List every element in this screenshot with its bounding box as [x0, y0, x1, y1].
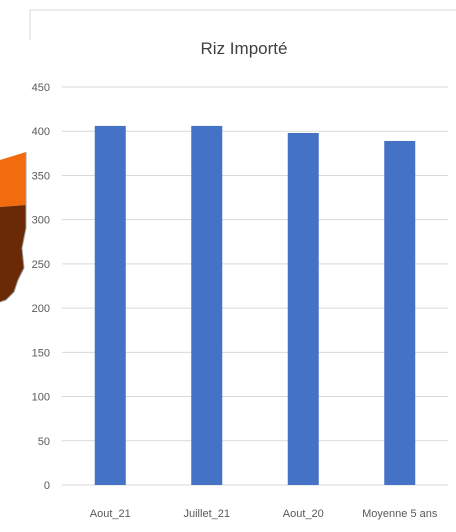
y-tick-label: 100 [32, 392, 50, 404]
map-fragment-brown [0, 205, 26, 302]
map-fragment-orange [0, 152, 26, 207]
y-tick-label: 350 [32, 170, 50, 182]
y-axis-tick-labels: 0 50 100 150 200 250 300 350 400 450 [32, 82, 50, 492]
bars [94, 125, 416, 486]
map-fragment-outline [0, 152, 27, 303]
y-tick-label: 0 [44, 480, 50, 492]
y-tick-label: 50 [38, 436, 50, 448]
bar [94, 125, 126, 485]
bar [191, 125, 223, 485]
gridlines [62, 86, 448, 486]
x-axis-tick-labels: Aout_21 Juillet_21 Aout_20 Moyenne 5 ans [90, 508, 438, 520]
y-tick-label: 200 [32, 303, 50, 315]
chart-title: Riz Importé [201, 39, 288, 58]
y-tick-label: 400 [32, 126, 50, 138]
y-tick-label: 450 [32, 82, 50, 94]
bar [287, 132, 319, 486]
x-tick-label: Juillet_21 [184, 508, 230, 520]
x-tick-label: Moyenne 5 ans [362, 508, 438, 520]
y-tick-label: 250 [32, 259, 50, 271]
map-fragment-decoration [0, 152, 27, 303]
y-tick-label: 300 [32, 215, 50, 227]
y-tick-label: 150 [32, 347, 50, 359]
bar [384, 140, 416, 485]
x-tick-label: Aout_20 [283, 508, 324, 520]
x-tick-label: Aout_21 [90, 508, 131, 520]
